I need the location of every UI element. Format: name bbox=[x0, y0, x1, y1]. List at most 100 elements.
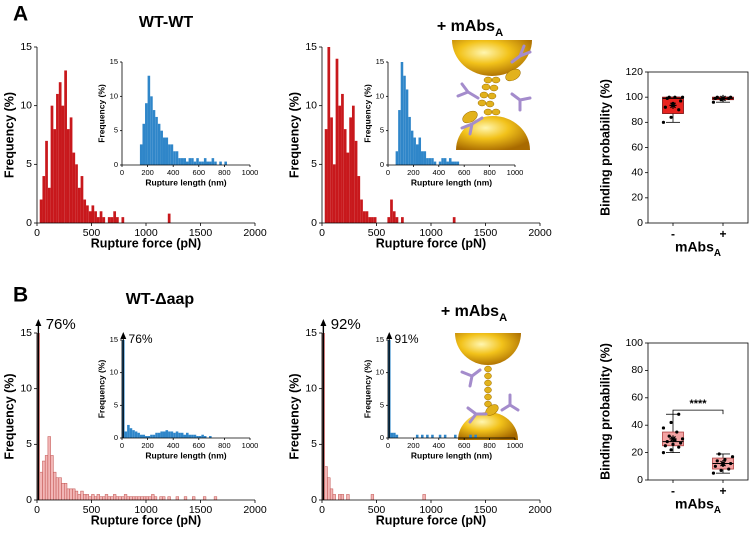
bar bbox=[395, 434, 399, 438]
data-point bbox=[723, 457, 727, 462]
x-tick-label: 200 bbox=[407, 441, 420, 450]
bar bbox=[175, 496, 179, 500]
chart-title: + mAbsA bbox=[441, 303, 507, 324]
bar bbox=[126, 496, 130, 500]
bar bbox=[398, 110, 401, 165]
bar bbox=[192, 496, 196, 500]
bars bbox=[122, 340, 212, 438]
bar bbox=[390, 199, 393, 223]
bar bbox=[168, 431, 171, 438]
bar bbox=[196, 436, 199, 438]
mean-marker bbox=[669, 435, 677, 443]
bar bbox=[151, 494, 155, 500]
data-point bbox=[715, 95, 719, 99]
y-tick-label: 10 bbox=[20, 99, 32, 111]
x-tick-label: 0 bbox=[319, 227, 325, 239]
bar bbox=[167, 496, 171, 500]
x-tick-label: 1500 bbox=[474, 227, 498, 239]
data-point bbox=[661, 451, 666, 455]
y-tick-label: 5 bbox=[380, 400, 384, 409]
bar bbox=[354, 140, 358, 223]
bar bbox=[395, 151, 399, 165]
y-tick-label: 10 bbox=[110, 91, 118, 100]
data-point bbox=[729, 461, 733, 466]
x-axis-label: Rupture force (pN) bbox=[376, 236, 486, 250]
bar bbox=[85, 494, 90, 500]
bar bbox=[201, 161, 204, 165]
panel-label: A bbox=[13, 3, 28, 26]
data-point bbox=[713, 464, 717, 468]
x-axis-label: Rupture force (pN) bbox=[376, 513, 486, 527]
data-point bbox=[715, 459, 719, 463]
y-tick-label: 10 bbox=[110, 368, 118, 377]
bar bbox=[433, 161, 437, 165]
x-tick-label: + bbox=[719, 227, 726, 241]
significance-label: **** bbox=[689, 398, 707, 410]
bar bbox=[77, 494, 81, 500]
x-tick-label: 1000 bbox=[419, 504, 443, 516]
x-axis-label-subscript: A bbox=[714, 248, 721, 259]
chart-title: WT-Δaap bbox=[126, 291, 195, 308]
bar bbox=[452, 217, 456, 223]
bar bbox=[371, 217, 374, 223]
x-tick-label: 500 bbox=[83, 504, 101, 516]
x-tick-label: 800 bbox=[483, 168, 496, 177]
bar bbox=[148, 496, 152, 500]
data-point bbox=[667, 434, 671, 438]
bar bbox=[451, 161, 455, 165]
bar bbox=[365, 211, 369, 223]
y-tick-label: 5 bbox=[26, 158, 32, 170]
data-point bbox=[730, 455, 735, 459]
y-tick-label: 5 bbox=[114, 126, 118, 135]
bars bbox=[324, 47, 456, 223]
y-axis-label: Frequency (%) bbox=[287, 92, 301, 178]
panel-label: B bbox=[13, 284, 28, 307]
bar bbox=[203, 436, 207, 438]
data-point bbox=[665, 440, 669, 444]
bar bbox=[415, 434, 419, 438]
y-tick-label: 0 bbox=[311, 494, 317, 506]
x-tick-label: - bbox=[671, 227, 675, 241]
x-tick-label: 600 bbox=[193, 168, 206, 177]
x-tick-label: 1000 bbox=[507, 168, 524, 177]
bar bbox=[188, 434, 192, 438]
y-tick-label: 10 bbox=[305, 99, 317, 111]
value-label: 92% bbox=[331, 316, 361, 333]
bar bbox=[147, 436, 151, 438]
bar bbox=[346, 152, 350, 223]
y-tick-label: 60 bbox=[631, 392, 643, 404]
bar bbox=[338, 494, 342, 500]
bar bbox=[69, 117, 73, 223]
bar bbox=[134, 496, 139, 500]
illustration bbox=[455, 333, 521, 440]
x-tick-label: 200 bbox=[141, 168, 154, 177]
bar bbox=[115, 496, 120, 500]
bar bbox=[64, 70, 67, 223]
y-tick-label: 0 bbox=[311, 217, 317, 229]
bar bbox=[104, 494, 109, 500]
bar bbox=[198, 161, 202, 165]
bar bbox=[387, 217, 391, 223]
bar bbox=[329, 488, 334, 500]
data-point bbox=[711, 471, 716, 475]
y-tick-label: 15 bbox=[20, 327, 32, 339]
bar bbox=[209, 161, 212, 165]
bar bbox=[193, 434, 197, 438]
bar bbox=[401, 217, 404, 223]
chart-title-subscript: A bbox=[495, 27, 503, 39]
bar bbox=[47, 436, 51, 500]
bar bbox=[107, 496, 111, 500]
bar bbox=[390, 432, 394, 438]
bar bbox=[160, 431, 163, 438]
x-axis-label: Rupture length (nm) bbox=[411, 177, 492, 187]
data-point bbox=[719, 468, 723, 473]
bar bbox=[209, 436, 212, 438]
x-tick-label: 0 bbox=[386, 441, 390, 450]
bar bbox=[180, 432, 184, 438]
bar bbox=[162, 496, 166, 500]
y-tick-label: 5 bbox=[380, 126, 384, 135]
bar bbox=[357, 176, 361, 223]
bar bbox=[162, 431, 166, 438]
bar bbox=[170, 431, 174, 438]
bar bbox=[113, 211, 117, 223]
